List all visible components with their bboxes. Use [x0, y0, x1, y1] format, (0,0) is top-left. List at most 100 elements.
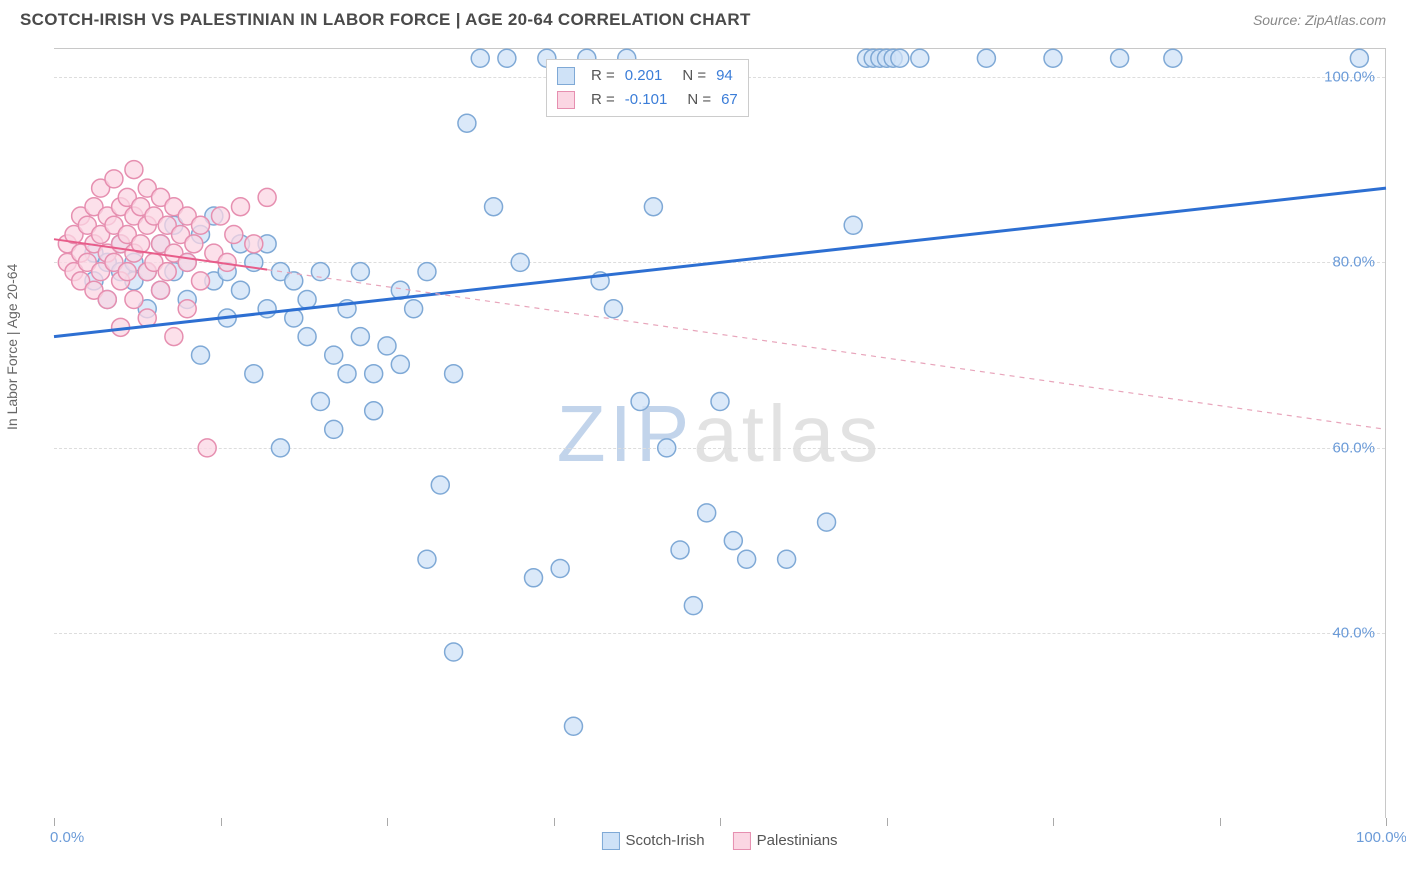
- data-point: [258, 188, 276, 206]
- data-point: [245, 235, 263, 253]
- data-point: [325, 346, 343, 364]
- legend-swatch: [557, 91, 575, 109]
- legend-item: Scotch-Irish: [601, 832, 704, 850]
- data-point: [152, 281, 170, 299]
- r-value: 0.201: [625, 64, 663, 88]
- data-point: [511, 253, 529, 271]
- data-point: [738, 550, 756, 568]
- x-tick: [554, 818, 555, 826]
- correlation-legend-row: R = 0.201 N = 94: [557, 64, 738, 88]
- x-tick: [221, 818, 222, 826]
- data-point: [391, 355, 409, 373]
- data-point: [684, 597, 702, 615]
- data-point: [298, 290, 316, 308]
- data-point: [178, 300, 196, 318]
- data-point: [125, 290, 143, 308]
- data-point: [125, 161, 143, 179]
- data-point: [564, 717, 582, 735]
- data-point: [977, 49, 995, 67]
- data-point: [311, 393, 329, 411]
- n-label: N =: [687, 88, 711, 112]
- chart-svg: [54, 49, 1386, 819]
- data-point: [418, 263, 436, 281]
- data-point: [891, 49, 909, 67]
- data-point: [551, 560, 569, 578]
- legend-swatch: [601, 832, 619, 850]
- x-tick: [887, 818, 888, 826]
- data-point: [185, 235, 203, 253]
- legend-swatch: [733, 832, 751, 850]
- data-point: [351, 263, 369, 281]
- legend-label: Palestinians: [757, 832, 838, 849]
- x-tick: [1386, 818, 1387, 826]
- data-point: [192, 216, 210, 234]
- data-point: [1111, 49, 1129, 67]
- x-tick: [387, 818, 388, 826]
- data-point: [365, 365, 383, 383]
- data-point: [431, 476, 449, 494]
- data-point: [231, 198, 249, 216]
- data-point: [178, 253, 196, 271]
- r-label: R =: [591, 88, 615, 112]
- data-point: [418, 550, 436, 568]
- data-point: [225, 226, 243, 244]
- x-tick: [1220, 818, 1221, 826]
- scatter-chart: ZIPatlas 40.0%60.0%80.0%100.0%0.0%100.0%…: [54, 48, 1386, 818]
- data-point: [644, 198, 662, 216]
- data-point: [498, 49, 516, 67]
- data-point: [212, 207, 230, 225]
- data-point: [158, 263, 176, 281]
- n-value: 67: [721, 88, 738, 112]
- data-point: [378, 337, 396, 355]
- data-point: [485, 198, 503, 216]
- data-point: [98, 290, 116, 308]
- n-value: 94: [716, 64, 733, 88]
- data-point: [471, 49, 489, 67]
- chart-title: SCOTCH-IRISH VS PALESTINIAN IN LABOR FOR…: [20, 10, 751, 30]
- legend-item: Palestinians: [733, 832, 838, 850]
- x-tick-label: 0.0%: [50, 829, 84, 846]
- data-point: [445, 365, 463, 383]
- x-tick: [1053, 818, 1054, 826]
- r-label: R =: [591, 64, 615, 88]
- data-point: [258, 300, 276, 318]
- data-point: [658, 439, 676, 457]
- data-point: [245, 365, 263, 383]
- series-legend: Scotch-Irish Palestinians: [601, 832, 837, 850]
- correlation-legend-row: R = -0.101 N = 67: [557, 88, 738, 112]
- data-point: [911, 49, 929, 67]
- data-point: [198, 439, 216, 457]
- r-value: -0.101: [625, 88, 668, 112]
- data-point: [458, 114, 476, 132]
- data-point: [818, 513, 836, 531]
- data-point: [525, 569, 543, 587]
- data-point: [671, 541, 689, 559]
- y-axis-label: In Labor Force | Age 20-64: [4, 264, 20, 430]
- legend-swatch: [557, 67, 575, 85]
- legend-label: Scotch-Irish: [625, 832, 704, 849]
- x-tick: [720, 818, 721, 826]
- data-point: [724, 532, 742, 550]
- data-point: [351, 328, 369, 346]
- source-label: Source: ZipAtlas.com: [1253, 12, 1386, 28]
- data-point: [604, 300, 622, 318]
- data-point: [338, 365, 356, 383]
- data-point: [711, 393, 729, 411]
- data-point: [1044, 49, 1062, 67]
- data-point: [118, 263, 136, 281]
- data-point: [192, 272, 210, 290]
- data-point: [165, 328, 183, 346]
- data-point: [631, 393, 649, 411]
- data-point: [192, 346, 210, 364]
- data-point: [298, 328, 316, 346]
- x-tick: [54, 818, 55, 826]
- data-point: [445, 643, 463, 661]
- data-point: [1350, 49, 1368, 67]
- data-point: [405, 300, 423, 318]
- data-point: [1164, 49, 1182, 67]
- data-point: [325, 420, 343, 438]
- data-point: [844, 216, 862, 234]
- data-point: [778, 550, 796, 568]
- data-point: [271, 439, 289, 457]
- n-label: N =: [682, 64, 706, 88]
